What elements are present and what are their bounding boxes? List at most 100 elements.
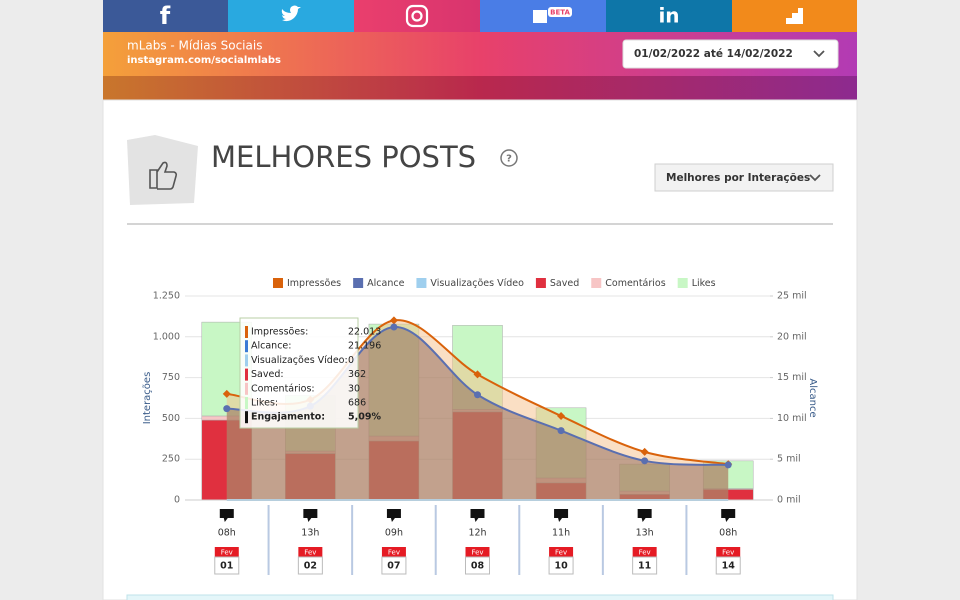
comment-icon	[470, 509, 485, 522]
post-time: 13h	[301, 528, 319, 539]
x-tick-label: 10	[554, 561, 568, 572]
x-tick-label: 01	[220, 561, 233, 572]
post-month: Fev	[471, 549, 483, 557]
line-marker	[641, 457, 649, 465]
day-box	[297, 556, 323, 575]
tooltip-swatch	[245, 411, 248, 424]
tooltip-label: Alcance:	[251, 341, 291, 352]
y2-tick-label: 20 mil	[777, 331, 807, 342]
divider	[127, 223, 833, 225]
line-marker	[389, 316, 398, 325]
tooltip-swatch	[245, 382, 248, 395]
facebook-tab[interactable]	[103, 0, 228, 32]
month-badge	[465, 547, 490, 557]
post-time: 11h	[552, 528, 570, 539]
legend-label: Comentários	[605, 278, 665, 289]
y-axis-title: Interações	[142, 372, 153, 425]
tooltip-value: 362	[348, 369, 366, 380]
post-time: 13h	[636, 528, 654, 539]
instagram-icon	[405, 4, 429, 28]
month-badge	[716, 547, 741, 557]
legend-swatch	[353, 278, 364, 288]
post-month: Fev	[388, 549, 400, 557]
comment-icon	[219, 509, 234, 522]
post-month: Fev	[304, 549, 316, 557]
instagram-icon-lens	[411, 10, 423, 22]
line-marker	[557, 411, 566, 420]
post-time: 12h	[468, 528, 486, 539]
y2-tick-label: 5 mil	[777, 454, 801, 465]
day-box	[465, 556, 490, 575]
comment-icon	[554, 509, 569, 522]
x-tick-label: 02	[304, 561, 317, 572]
y2-axis-title: Alcance	[807, 378, 818, 417]
month-badge	[632, 547, 657, 557]
x-tick-label: 08	[471, 561, 485, 572]
legend-swatch	[535, 278, 546, 288]
sort-dropdown[interactable]	[654, 163, 834, 192]
tooltip-value: 22.013	[348, 327, 381, 338]
line-marker	[640, 447, 649, 456]
legend-label: Visualizações Vídeo	[430, 278, 524, 289]
day-box	[715, 556, 741, 575]
tooltip-swatch	[245, 340, 248, 353]
month-badge	[214, 547, 239, 557]
tooltip-swatch	[245, 354, 248, 367]
post-time: 08h	[719, 528, 737, 539]
tooltip-value: 21.196	[348, 341, 381, 352]
legend-swatch	[677, 278, 688, 288]
y-tick-label: 250	[162, 454, 180, 465]
chart: 0 250 500 750 1.000 1.250 0 mil 5 mil 10 mil 15 m…	[142, 278, 818, 575]
beta-badge	[548, 7, 572, 17]
instagram-tab[interactable]	[354, 0, 480, 32]
linkedin-tab[interactable]	[606, 0, 732, 32]
post-time: 08h	[218, 528, 236, 539]
page-title: MELHORES POSTS	[211, 140, 476, 174]
y2-tick-label: 10 mil	[777, 413, 807, 424]
twitter-icon	[281, 5, 301, 22]
tooltip-label: Visualizações Vídeo:	[251, 355, 348, 366]
day-box	[381, 556, 407, 575]
title-icon	[127, 135, 198, 205]
month-badge	[298, 547, 323, 557]
line-marker	[724, 461, 732, 469]
day-box	[632, 556, 658, 575]
y-tick-label: 750	[162, 372, 180, 383]
tooltip-label: Saved:	[251, 369, 284, 380]
line-marker	[390, 323, 398, 331]
chevron	[813, 50, 825, 58]
line-marker	[473, 370, 482, 379]
y2-tick-label: 25 mil	[777, 291, 807, 302]
tooltip-value: 0	[348, 355, 354, 366]
date-dropdown[interactable]	[622, 39, 839, 69]
comment-icon	[386, 509, 401, 522]
tooltip-value: 5,09%	[348, 412, 381, 423]
y2-tick-label: 15 mil	[777, 372, 807, 383]
tooltip-label: Impressões:	[251, 327, 308, 338]
y-tick-label: 1.000	[153, 331, 180, 342]
linkedin-icon: in	[658, 4, 679, 28]
post-time: 09h	[385, 528, 403, 539]
tooltip-label: Comentários:	[251, 383, 315, 394]
tooltip-value: 30	[348, 383, 360, 394]
line-marker	[222, 389, 231, 398]
comment-icon	[303, 509, 318, 522]
legend-label: Likes	[692, 278, 716, 289]
beta-label: BETA	[550, 9, 570, 17]
help-label: ?	[506, 154, 512, 165]
account-url: instagram.com/socialmlabs	[127, 55, 281, 66]
legend-label: Saved	[550, 278, 579, 289]
y2-tick-label: 0 mil	[777, 495, 801, 506]
help-icon[interactable]	[500, 149, 518, 167]
month-badge	[549, 547, 574, 557]
next-panel	[126, 594, 834, 600]
line-marker	[223, 405, 231, 413]
legend-label: Alcance	[367, 278, 404, 289]
x-tick-label: 14	[722, 561, 736, 572]
month-badge	[381, 547, 406, 557]
tooltip-swatch	[245, 368, 248, 381]
date-range: 01/02/2022 até 14/02/2022	[634, 48, 793, 60]
tooltip-label: Engajamento:	[251, 412, 325, 423]
